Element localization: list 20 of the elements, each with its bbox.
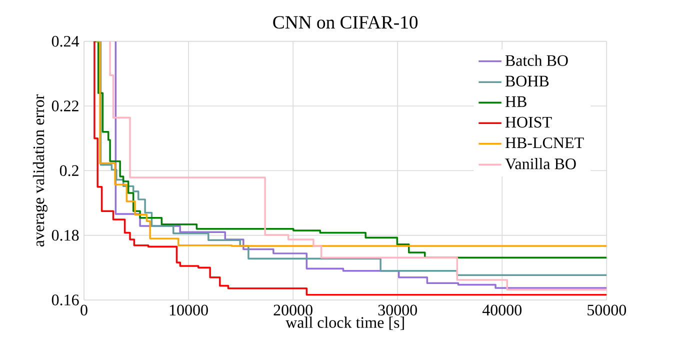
legend-label: BOHB <box>505 76 549 87</box>
legend-label: HB-LCNET <box>505 137 584 148</box>
y-axis-title: average validation error <box>32 94 48 246</box>
x-tick-label: 10000 <box>170 304 208 316</box>
y-tick-label: 0.2 <box>60 165 78 176</box>
x-tick-label: 40000 <box>482 304 522 316</box>
legend-label: Batch BO <box>505 54 568 66</box>
y-tick-label: 0.24 <box>52 36 80 47</box>
y-tick-label: 0.16 <box>52 294 79 306</box>
legend-label: HOIST <box>505 116 552 128</box>
x-tick-label: 0 <box>80 304 88 316</box>
chart-title: CNN on CIFAR-10 <box>273 16 418 29</box>
legend-label: HB <box>505 96 526 107</box>
x-tick-label: 30000 <box>378 304 417 316</box>
x-axis-title: wall clock time [s] <box>286 316 404 330</box>
y-tick-label: 0.18 <box>52 230 79 241</box>
y-tick-label: 0.22 <box>52 100 78 112</box>
x-tick-label: 20000 <box>274 304 312 316</box>
legend-label: Vanilla BO <box>505 158 576 170</box>
x-tick-label: 50000 <box>588 304 626 316</box>
